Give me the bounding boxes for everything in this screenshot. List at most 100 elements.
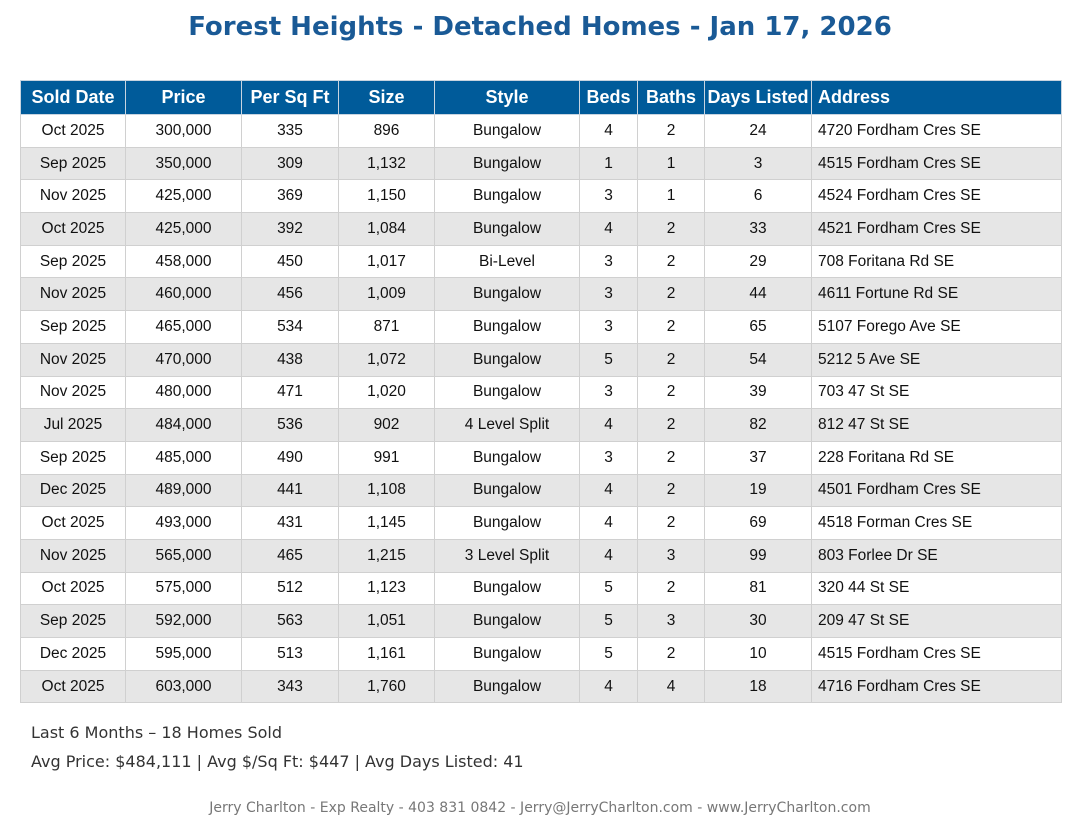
table-cell: 4 bbox=[579, 506, 638, 540]
table-row: Sep 2025 465,000 534 871 Bungalow 3 2 65 5107 Fo… bbox=[20, 310, 1062, 344]
table-cell: Bungalow bbox=[434, 637, 580, 671]
table-cell: 24 bbox=[704, 114, 812, 148]
table-cell: 4 bbox=[579, 669, 638, 704]
table-cell: Jul 2025 bbox=[20, 408, 126, 442]
table-row: Nov 2025 425,000 369 1,150 Bungalow 3 1 6 4524 F… bbox=[20, 179, 1062, 214]
table-cell: 44 bbox=[704, 277, 812, 312]
table-cell: 4501 Fordham Cres SE bbox=[811, 473, 1062, 508]
table-cell: 4611 Fortune Rd SE bbox=[811, 277, 1062, 312]
table-cell: 4 bbox=[579, 408, 638, 442]
table-cell: Bi-Level bbox=[434, 244, 580, 279]
table-cell: 2 bbox=[637, 506, 705, 540]
table-row: Nov 2025 470,000 438 1,072 Bungalow 5 2 54 5212 … bbox=[20, 342, 1062, 377]
table-cell: 228 Foritana Rd SE bbox=[811, 440, 1062, 475]
table-cell: 1,072 bbox=[338, 342, 435, 377]
table-cell: 392 bbox=[241, 212, 339, 246]
table-cell: 1,108 bbox=[338, 473, 435, 508]
summary-count: Last 6 Months – 18 Homes Sold bbox=[31, 723, 282, 742]
table-cell: 471 bbox=[241, 375, 339, 410]
table-cell: 595,000 bbox=[125, 637, 242, 671]
table-cell: 369 bbox=[241, 179, 339, 214]
table-cell: 485,000 bbox=[125, 440, 242, 475]
table-cell: 18 bbox=[704, 669, 812, 704]
table-cell: Bungalow bbox=[434, 114, 580, 148]
table-cell: 1 bbox=[637, 146, 705, 181]
table-cell: 493,000 bbox=[125, 506, 242, 540]
table-cell: 803 Forlee Dr SE bbox=[811, 538, 1062, 573]
table-cell: 2 bbox=[637, 473, 705, 508]
table-cell: Sep 2025 bbox=[20, 604, 126, 638]
table-cell: 69 bbox=[704, 506, 812, 540]
table-cell: 1 bbox=[637, 179, 705, 214]
table-cell: 512 bbox=[241, 571, 339, 606]
table-cell: 1,017 bbox=[338, 244, 435, 279]
table-cell: 4 bbox=[579, 212, 638, 246]
table-cell: 5 bbox=[579, 637, 638, 671]
table-row: Oct 2025 425,000 392 1,084 Bungalow 4 2 33 4521 … bbox=[20, 212, 1062, 246]
table-cell: 534 bbox=[241, 310, 339, 344]
table-cell: 3 bbox=[579, 310, 638, 344]
table-cell: 592,000 bbox=[125, 604, 242, 638]
table-row: Nov 2025 565,000 465 1,215 3 Level Split 4 3 99… bbox=[20, 538, 1062, 573]
table-cell: 2 bbox=[637, 637, 705, 671]
column-header: Sold Date bbox=[20, 80, 126, 115]
column-header: Price bbox=[125, 80, 242, 115]
table-cell: 438 bbox=[241, 342, 339, 377]
table-cell: Bungalow bbox=[434, 440, 580, 475]
table-row: Jul 2025 484,000 536 902 4 Level Split 4 2 82 81… bbox=[20, 408, 1062, 442]
table-cell: 812 47 St SE bbox=[811, 408, 1062, 442]
table-cell: 708 Foritana Rd SE bbox=[811, 244, 1062, 279]
table-cell: Oct 2025 bbox=[20, 114, 126, 148]
table-row: Oct 2025 493,000 431 1,145 Bungalow 4 2 69 4518 … bbox=[20, 506, 1062, 540]
table-cell: Oct 2025 bbox=[20, 506, 126, 540]
column-header: Beds bbox=[579, 80, 638, 115]
table-row: Oct 2025 603,000 343 1,760 Bungalow 4 4 18 4716 … bbox=[20, 669, 1062, 704]
table-cell: 2 bbox=[637, 310, 705, 344]
table-cell: 2 bbox=[637, 440, 705, 475]
table-cell: 460,000 bbox=[125, 277, 242, 312]
table-cell: Bungalow bbox=[434, 146, 580, 181]
table-cell: 99 bbox=[704, 538, 812, 573]
table-cell: 2 bbox=[637, 277, 705, 312]
table-cell: 565,000 bbox=[125, 538, 242, 573]
table-cell: Bungalow bbox=[434, 604, 580, 638]
table-cell: 1,123 bbox=[338, 571, 435, 606]
table-cell: Bungalow bbox=[434, 342, 580, 377]
table-cell: 1,051 bbox=[338, 604, 435, 638]
table-cell: 2 bbox=[637, 114, 705, 148]
table-cell: 484,000 bbox=[125, 408, 242, 442]
table-cell: 425,000 bbox=[125, 179, 242, 214]
table-cell: 37 bbox=[704, 440, 812, 475]
table-cell: 1,150 bbox=[338, 179, 435, 214]
table-cell: 489,000 bbox=[125, 473, 242, 508]
table-cell: 431 bbox=[241, 506, 339, 540]
sales-table: Sold Date Price Per Sq Ft Size Style Beds Bath… bbox=[20, 80, 1062, 704]
table-cell: 465 bbox=[241, 538, 339, 573]
table-cell: 1,132 bbox=[338, 146, 435, 181]
table-row: Nov 2025 480,000 471 1,020 Bungalow 3 2 39 703 4… bbox=[20, 375, 1062, 410]
table-cell: 4518 Forman Cres SE bbox=[811, 506, 1062, 540]
table-cell: 465,000 bbox=[125, 310, 242, 344]
table-cell: 1,760 bbox=[338, 669, 435, 704]
table-cell: Nov 2025 bbox=[20, 342, 126, 377]
table-cell: 871 bbox=[338, 310, 435, 344]
table-cell: 1,084 bbox=[338, 212, 435, 246]
table-cell: Bungalow bbox=[434, 669, 580, 704]
table-cell: 343 bbox=[241, 669, 339, 704]
table-cell: 3 bbox=[704, 146, 812, 181]
table-cell: 703 47 St SE bbox=[811, 375, 1062, 410]
table-cell: 991 bbox=[338, 440, 435, 475]
column-header: Style bbox=[434, 80, 580, 115]
table-cell: 4 bbox=[579, 473, 638, 508]
table-row: Dec 2025 489,000 441 1,108 Bungalow 4 2 19 4501 … bbox=[20, 473, 1062, 508]
table-cell: 1,161 bbox=[338, 637, 435, 671]
table-cell: 470,000 bbox=[125, 342, 242, 377]
column-header: Days Listed bbox=[704, 80, 812, 115]
table-cell: 2 bbox=[637, 212, 705, 246]
table-cell: Oct 2025 bbox=[20, 669, 126, 704]
table-cell: 536 bbox=[241, 408, 339, 442]
table-cell: Bungalow bbox=[434, 212, 580, 246]
table-cell: Oct 2025 bbox=[20, 571, 126, 606]
table-cell: 458,000 bbox=[125, 244, 242, 279]
table-cell: 902 bbox=[338, 408, 435, 442]
